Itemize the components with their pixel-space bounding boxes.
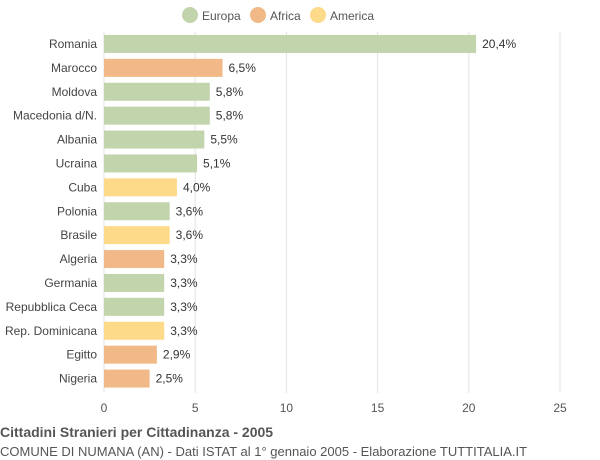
bar (104, 34, 477, 53)
bar (104, 250, 165, 269)
bar (104, 297, 165, 316)
category-label: Romania (49, 37, 97, 51)
bar (104, 202, 170, 221)
x-tick-label: 15 (371, 401, 385, 415)
value-label: 3,3% (170, 276, 198, 290)
bar (104, 154, 198, 173)
legend-label: America (330, 9, 374, 23)
value-label: 4,0% (183, 180, 211, 194)
value-label: 5,5% (210, 133, 238, 147)
chart-title: Cittadini Stranieri per Cittadinanza - 2… (0, 424, 274, 440)
x-tick-label: 5 (192, 401, 199, 415)
bar (104, 345, 157, 364)
category-label: Ucraina (56, 156, 98, 170)
value-label: 2,9% (163, 348, 191, 362)
category-label: Rep. Dominicana (5, 324, 97, 338)
value-label: 5,8% (216, 85, 244, 99)
legend-swatch (182, 7, 198, 23)
bar (104, 178, 177, 197)
bar (104, 226, 170, 245)
legend-label: Europa (202, 9, 241, 23)
category-label: Germania (44, 276, 97, 290)
value-label: 3,3% (170, 300, 198, 314)
legend-swatch (250, 7, 266, 23)
category-label: Moldova (52, 85, 98, 99)
category-label: Repubblica Ceca (6, 300, 98, 314)
category-label: Cuba (68, 180, 97, 194)
x-tick-label: 20 (462, 401, 476, 415)
category-label: Brasile (60, 228, 97, 242)
category-label: Polonia (57, 204, 97, 218)
value-label: 20,4% (482, 37, 516, 51)
value-label: 5,1% (203, 156, 231, 170)
category-label: Marocco (51, 61, 97, 75)
bar-chart: 0 5 10 15 20 25 Romania 20,4% Marocco 6,5% Moldova… (5, 7, 567, 415)
chart-subtitle: COMUNE DI NUMANA (AN) - Dati ISTAT al 1°… (0, 444, 528, 459)
legend-label: Africa (270, 9, 301, 23)
value-label: 5,8% (216, 109, 244, 123)
x-tick-label: 25 (553, 401, 567, 415)
bar (104, 369, 150, 388)
value-label: 3,3% (170, 252, 198, 266)
value-label: 2,5% (156, 372, 184, 386)
bar (104, 321, 165, 340)
value-label: 6,5% (229, 61, 257, 75)
value-label: 3,3% (170, 324, 198, 338)
x-tick-label: 0 (101, 401, 108, 415)
bar (104, 58, 223, 77)
bar (104, 106, 210, 125)
category-label: Albania (57, 133, 97, 147)
x-tick-label: 10 (280, 401, 294, 415)
category-label: Macedonia d/N. (13, 109, 97, 123)
bar (104, 130, 205, 149)
value-label: 3,6% (176, 228, 204, 242)
bar (104, 273, 165, 292)
legend-swatch (310, 7, 326, 23)
bar (104, 82, 210, 101)
category-label: Egitto (66, 348, 97, 362)
category-label: Algeria (60, 252, 98, 266)
category-label: Nigeria (59, 372, 97, 386)
value-label: 3,6% (176, 204, 204, 218)
